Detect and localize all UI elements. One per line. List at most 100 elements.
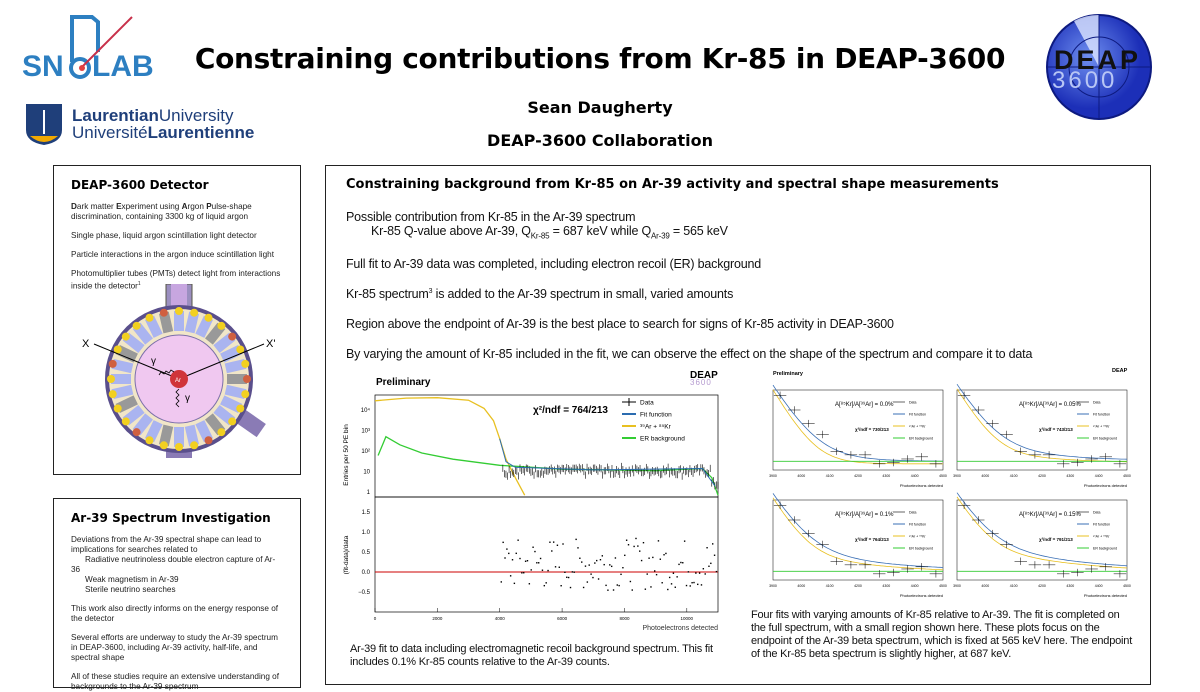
residual-point [624, 554, 626, 557]
legend-label: Fit function [640, 412, 672, 419]
svg-text:LaurentianUniversity: LaurentianUniversity [72, 106, 234, 125]
y2-tick-label: 1.5 [362, 510, 371, 516]
residual-point [519, 557, 521, 560]
logo-text: Université [72, 123, 148, 142]
x-tick-label: 4300 [1066, 584, 1074, 588]
residual-point [678, 563, 680, 566]
residual-point [517, 539, 519, 541]
x-tick-label: 4100 [1010, 584, 1018, 588]
pmt-icon [190, 441, 199, 450]
investigation-text: Deviations from the Ar-39 spectral shape… [71, 535, 276, 594]
residual-point [610, 565, 613, 568]
residual-point [668, 576, 671, 579]
residual-point [526, 560, 529, 562]
detector-text: Dark matter Experiment using Argon Pulse… [71, 202, 252, 221]
section-heading: DEAP-3600 Detector [71, 178, 209, 192]
residual-point [631, 589, 633, 591]
residual-point [511, 559, 514, 561]
residual-point [667, 588, 669, 591]
ar-kr-curve [772, 389, 943, 465]
pmt-icon [113, 404, 122, 413]
x-tick-label: 4500 [1123, 474, 1131, 478]
light-guide [224, 358, 247, 374]
pmt-icon [113, 345, 122, 354]
residual-point [541, 569, 544, 571]
residual-point [547, 569, 549, 572]
pmt-icon [217, 428, 226, 437]
x-axis-label: Photoelectrons detected [643, 625, 719, 632]
residual-point [500, 581, 502, 583]
y-tick-label: 10 [363, 470, 370, 476]
residual-point [536, 562, 538, 564]
laurentian-logo: LaurentianUniversity UniversitéLaurentie… [24, 102, 274, 146]
residual-point [627, 544, 630, 546]
y-tick-label: 1 [367, 490, 371, 496]
section-heading: Constraining background from Kr-85 on Ar… [346, 177, 999, 192]
residual-point [702, 568, 705, 570]
chi2-label: χ²/ndf = 764/213 [855, 537, 889, 542]
logo-text: Laurentienne [148, 123, 255, 142]
plot-frame [956, 389, 1128, 471]
chi2-label: χ²/ndf = 764/213 [533, 405, 608, 416]
residual-point [672, 572, 675, 574]
detector-diagram: Ar X X' γ γ [82, 284, 275, 458]
x-tick-label: 3900 [769, 584, 777, 588]
x-tick-label: 4000 [495, 616, 506, 621]
pmt-icon [236, 345, 245, 354]
x-tick-label: 4100 [826, 474, 834, 478]
pmt-icon [132, 428, 141, 437]
residual-point [579, 557, 581, 559]
spectrum-fit-chart: Preliminary DEAP 3600 0 2000 4000 6000 8000 1… [343, 370, 719, 632]
residual-point [513, 582, 516, 585]
plot-frame [772, 499, 944, 581]
residual-point [539, 557, 542, 560]
pmt-icon [108, 390, 117, 399]
residual-point [680, 561, 682, 564]
collaboration: DEAP-3600 Collaboration [487, 131, 713, 150]
residual-point [564, 571, 566, 573]
light-guide [227, 374, 247, 384]
ar-kr-curve [956, 496, 1128, 569]
x-tick-label: 4200 [854, 584, 862, 588]
poster-title: Constraining contributions from Kr-85 in… [194, 42, 1006, 75]
fit-function-curve [956, 492, 1128, 567]
residual-point [594, 562, 596, 564]
pmt-icon [159, 441, 168, 450]
gamma-label: γ [185, 393, 190, 404]
legend-label: ER background [909, 437, 933, 441]
residual-point [639, 550, 641, 552]
x-label: X [82, 338, 90, 350]
svg-text:LAB: LAB [92, 50, 154, 82]
section-heading: Ar-39 Spectrum Investigation [71, 511, 271, 525]
logo-text: DEAP [1054, 45, 1141, 75]
x-tick-label: 4400 [1095, 584, 1103, 588]
chart-title: Preliminary [773, 371, 804, 377]
x-tick-label: 4200 [854, 474, 862, 478]
detector-text: Photomultiplier tubes (PMTs) detect ligh… [71, 269, 281, 291]
pmt-icon [241, 359, 250, 368]
light-guide [174, 311, 184, 331]
x-tick-label: 4100 [826, 584, 834, 588]
kr-ratio-label: A[⁸⁵Kr]/A[³⁹Ar] = 0.15% [1019, 511, 1081, 518]
residual-point [682, 562, 684, 564]
residual-point [586, 581, 589, 583]
residual-point [605, 584, 607, 587]
left-figure-caption: Ar-39 fit to data including electromagne… [350, 643, 713, 668]
legend-label: ³⁹Ar + ⁸⁵Kr [1093, 535, 1110, 539]
residual-point [614, 557, 617, 559]
ar-kr-curve [772, 497, 944, 571]
residual-point [693, 581, 695, 584]
logo-text: University [159, 106, 234, 125]
er-background-curve [377, 435, 719, 496]
residual-point [545, 582, 547, 584]
x-tick-label: 10000 [681, 616, 694, 621]
fit-panel: 3900 4000 4100 4200 4300 4400 4500 Photoelectro… [953, 492, 1131, 598]
residual-point [530, 569, 532, 571]
light-guide [111, 384, 134, 400]
residual-point [603, 563, 605, 566]
residual-point [599, 559, 602, 561]
pmt-icon [236, 404, 245, 413]
y-tick-label: 10³ [361, 429, 370, 435]
x-tick-label: 4500 [939, 474, 947, 478]
residual-point [697, 583, 699, 586]
